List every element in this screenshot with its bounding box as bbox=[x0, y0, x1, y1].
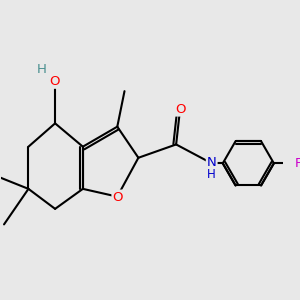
Text: F: F bbox=[295, 157, 300, 170]
Text: O: O bbox=[50, 75, 60, 88]
Text: O: O bbox=[175, 103, 185, 116]
Text: H: H bbox=[36, 63, 46, 76]
Text: O: O bbox=[112, 190, 123, 204]
Text: H: H bbox=[206, 169, 215, 182]
Text: N: N bbox=[207, 156, 217, 169]
